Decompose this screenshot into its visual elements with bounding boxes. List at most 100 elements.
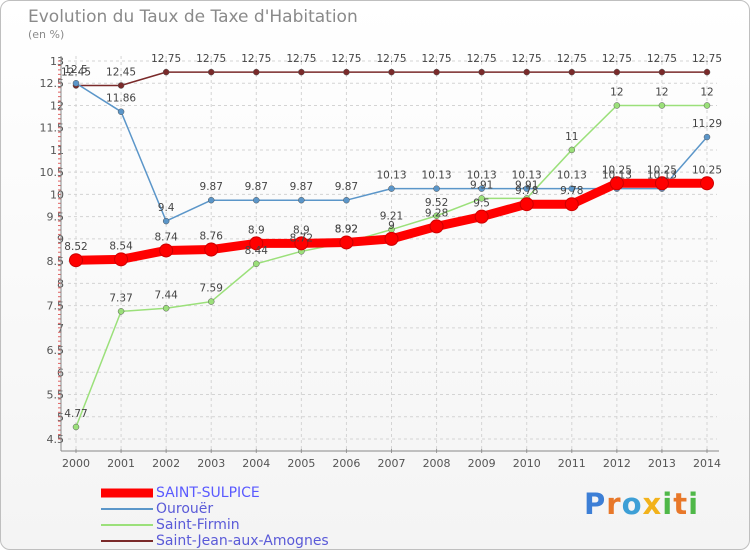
data-label: 9.78 (560, 185, 583, 197)
x-tick-label: 2012 (603, 457, 631, 470)
logo-letter: o (621, 487, 643, 521)
chart-subtitle: (en %) (28, 28, 65, 41)
data-point (388, 68, 395, 76)
data-label: 9.87 (200, 181, 223, 193)
data-point (568, 185, 576, 192)
data-point (253, 68, 260, 76)
data-label: 12.5 (64, 64, 87, 76)
data-label: 10.13 (467, 170, 497, 182)
data-label: 8.9 (293, 224, 310, 236)
data-label: 8.72 (290, 232, 313, 244)
data-label: 12.75 (422, 53, 452, 65)
y-tick-label: 9.5 (47, 211, 65, 224)
x-tick-label: 2003 (197, 457, 225, 470)
data-point (117, 308, 125, 315)
data-label: 12.45 (61, 66, 91, 78)
data-point (609, 176, 624, 191)
data-label: 12 (700, 86, 713, 98)
data-label: 8.76 (200, 231, 224, 243)
data-label: 12 (610, 86, 623, 98)
x-tick-label: 2000 (62, 457, 90, 470)
data-label: 9.52 (425, 197, 448, 209)
legend-swatch (101, 508, 153, 510)
data-label: 9.78 (515, 185, 538, 197)
legend-label: SAINT-SULPICE (156, 485, 260, 501)
axis-layer: 4.555.566.577.588.599.51010.51111.51212.… (40, 55, 722, 470)
data-point (249, 236, 264, 251)
data-point (207, 298, 215, 305)
data-point (69, 253, 83, 268)
data-point (433, 68, 440, 76)
data-label: 11.86 (106, 93, 136, 105)
data-label: 12.75 (467, 53, 497, 65)
data-label: 10.25 (647, 164, 677, 176)
data-point (433, 185, 440, 192)
data-label: 7.59 (200, 283, 223, 295)
logo-letter: i (662, 487, 674, 521)
data-point (568, 68, 576, 76)
legend-swatch (101, 488, 153, 498)
data-point (654, 176, 669, 191)
data-label: 9.4 (158, 202, 175, 214)
legend-label: Ourouër (156, 501, 214, 517)
data-point (478, 68, 485, 76)
y-tick-label: 4.5 (47, 433, 65, 446)
y-tick-label: 10.5 (40, 166, 65, 179)
data-label: 12.75 (151, 53, 181, 65)
data-point (703, 133, 711, 141)
data-label: 8.44 (245, 245, 269, 257)
data-label: 8.92 (335, 223, 358, 235)
data-point (433, 212, 440, 220)
data-label: 12.75 (692, 53, 722, 65)
data-point (474, 209, 489, 224)
x-tick-label: 2009 (468, 457, 496, 470)
data-label: 12.75 (376, 53, 406, 65)
data-point (294, 236, 309, 251)
data-label: 10.25 (692, 164, 722, 176)
data-point (298, 196, 305, 204)
data-point (519, 197, 534, 212)
data-point (159, 243, 174, 258)
x-tick-label: 2001 (107, 457, 135, 470)
logo-letter: t (673, 487, 689, 521)
data-label: 8.9 (248, 224, 265, 236)
y-tick-label: 6.5 (47, 344, 65, 357)
data-label: 12.75 (196, 53, 226, 65)
data-point (658, 102, 666, 109)
data-label: 10.25 (602, 164, 632, 176)
data-point (703, 102, 711, 109)
x-tick-label: 2014 (693, 457, 721, 470)
data-label: 12.75 (331, 53, 361, 65)
data-label: 9.87 (290, 181, 313, 193)
data-point (117, 82, 125, 89)
data-point (523, 185, 530, 192)
data-label: 7.44 (154, 289, 178, 301)
data-point (564, 197, 579, 212)
data-point (72, 79, 80, 87)
data-label: 10.13 (512, 170, 542, 182)
data-point (162, 305, 170, 312)
data-label: 11 (565, 131, 578, 143)
data-point (343, 68, 350, 76)
data-label: 12.75 (286, 53, 316, 65)
y-tick-label: 11 (50, 144, 64, 157)
data-point (478, 185, 485, 192)
proxiti-logo: Proxiti (584, 487, 699, 521)
data-label: 9 (388, 220, 395, 232)
data-point (253, 196, 260, 204)
data-point (523, 68, 530, 76)
x-tick-label: 2011 (558, 457, 586, 470)
data-point (478, 195, 485, 202)
data-label: 9.91 (515, 179, 538, 191)
data-label: 12.75 (602, 53, 632, 65)
data-label: 10.13 (376, 170, 406, 182)
data-point (207, 196, 215, 204)
y-tick-label: 12 (50, 99, 64, 112)
logo-letter: x (642, 487, 663, 521)
data-label: 9.87 (245, 181, 268, 193)
y-tick-label: 8.5 (47, 255, 65, 268)
legend-label: Saint-Jean-aux-Amognes (156, 533, 329, 549)
y-tick-label: 7.5 (47, 300, 65, 313)
logo-letter: r (606, 487, 622, 521)
